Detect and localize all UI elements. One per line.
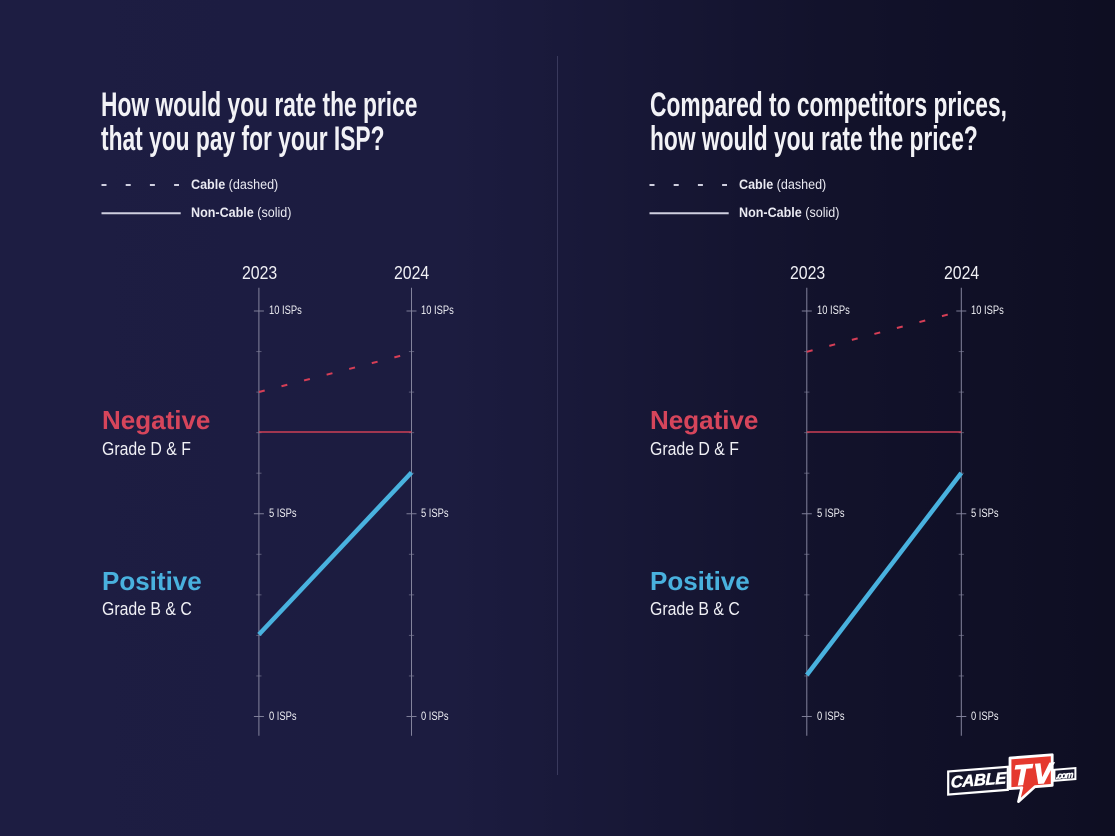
svg-text:CABLE: CABLE xyxy=(951,768,1007,791)
svg-text:.com: .com xyxy=(1056,770,1074,781)
svg-text:TV: TV xyxy=(1014,757,1055,791)
